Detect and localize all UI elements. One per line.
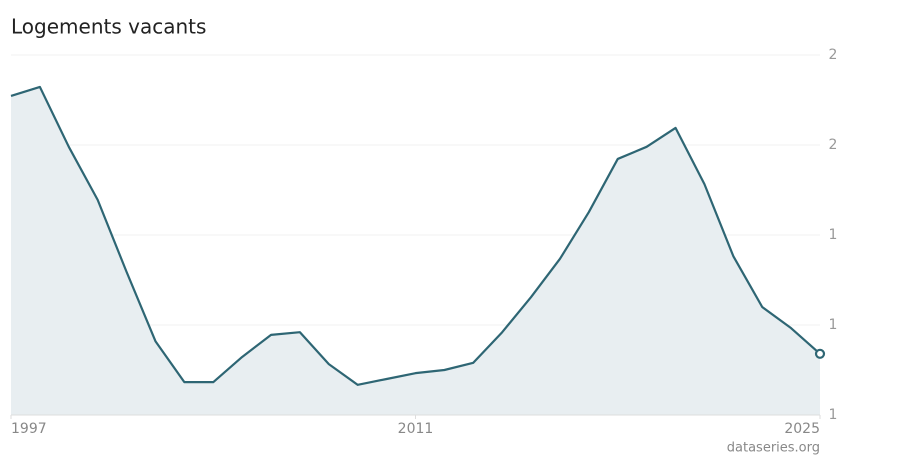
line [10, 85, 821, 386]
source: dataseries.org [727, 441, 820, 456]
last-point [814, 348, 826, 359]
y-tick-label: 2 [829, 47, 838, 63]
x-tick-label: 2025 [784, 421, 820, 437]
x-tick-label: 2011 [398, 421, 434, 437]
y-tick-label: 2 [829, 137, 838, 153]
area [11, 86, 820, 415]
y-tick-label: 1 [829, 407, 838, 423]
y-tick-label: 1 [829, 227, 838, 243]
y-tick-label: 1 [829, 317, 838, 333]
x-tick-label: 1997 [11, 421, 47, 437]
chart-title: Logements vacants [11, 15, 206, 39]
